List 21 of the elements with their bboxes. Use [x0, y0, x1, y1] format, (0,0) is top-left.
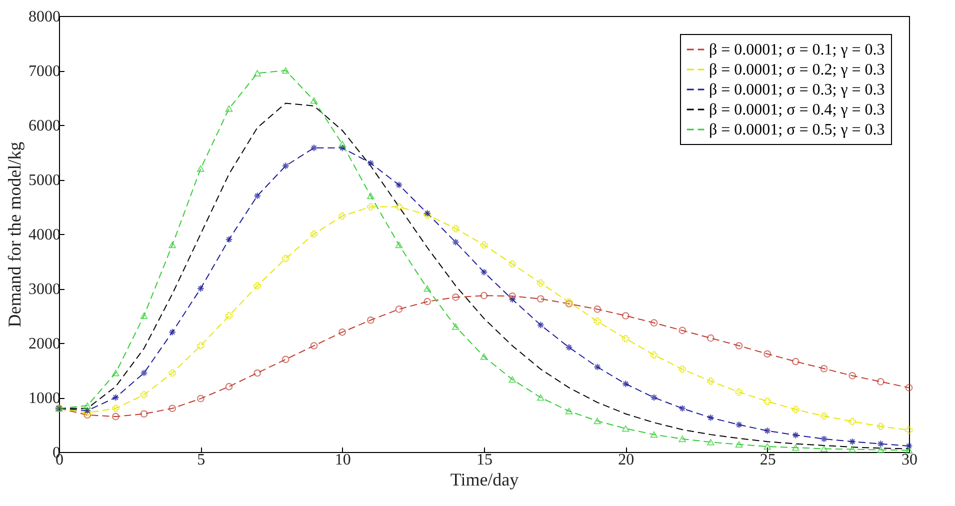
y-tick-label: 8000	[28, 8, 60, 26]
y-tick-label: 1000	[28, 390, 60, 407]
y-tick-label: 4000	[28, 226, 60, 244]
x-tick-label: 25	[760, 452, 776, 468]
x-tick-label: 15	[476, 452, 492, 468]
legend-label: β = 0.0001; σ = 0.5; γ = 0.3	[709, 122, 885, 138]
y-tick-label: 3000	[28, 281, 60, 298]
legend-label: β = 0.0001; σ = 0.1; γ = 0.3	[709, 42, 885, 58]
y-tick-label: 6000	[28, 118, 60, 134]
legend-label: β = 0.0001; σ = 0.2; γ = 0.3	[709, 62, 885, 78]
x-tick-label: 20	[618, 452, 634, 468]
x-axis-title: Time/day	[450, 470, 519, 490]
y-tick-label: 5000	[28, 172, 60, 189]
x-tick-label: 10	[334, 452, 351, 468]
y-tick-label: 7000	[28, 63, 60, 80]
legend-label: β = 0.0001; σ = 0.3; γ = 0.3	[709, 82, 885, 98]
x-tick-label: 30	[902, 452, 918, 468]
legend-label: β = 0.0001; σ = 0.4; γ = 0.3	[709, 102, 885, 118]
y-tick-label: 2000	[28, 336, 60, 352]
y-axis-title: Demand for the model/kg	[4, 142, 24, 328]
x-tick-label: 5	[197, 452, 206, 468]
